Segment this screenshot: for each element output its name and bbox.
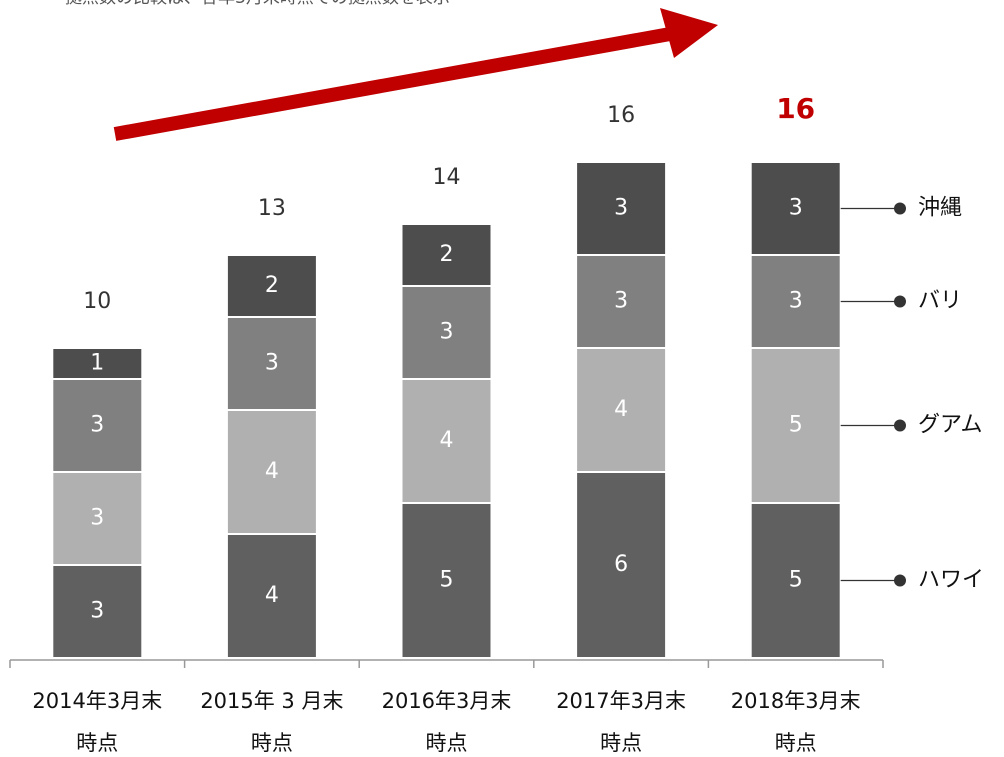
segment-label: 6 (614, 552, 628, 577)
segment-label: 3 (614, 289, 628, 314)
x-tick-label: 2015年 3 月末 (200, 689, 343, 713)
segment-label: 1 (90, 351, 104, 376)
segment-label: 3 (90, 599, 104, 624)
legend-dot (894, 295, 906, 308)
bar-segment (400, 378, 493, 504)
bar-segment (749, 254, 842, 349)
bar-segment (575, 161, 668, 256)
bar-segment (225, 409, 318, 535)
x-tick-label: 時点 (600, 731, 642, 755)
bar-segment (400, 223, 493, 287)
segment-label: 3 (90, 506, 104, 531)
segment-label: 3 (265, 351, 279, 376)
bar-segment (749, 502, 842, 659)
x-tick-label: 2017年3月末 (556, 689, 686, 713)
bar-segment (400, 502, 493, 659)
segment-label: 4 (614, 397, 628, 422)
total-label: 14 (433, 165, 461, 190)
x-tick-label: 2016年3月末 (382, 689, 512, 713)
segment-label: 4 (440, 428, 454, 453)
segment-label: 2 (265, 273, 279, 298)
total-label: 16 (776, 92, 815, 125)
bar-segment (749, 347, 842, 504)
legend-dot (894, 202, 906, 215)
legend-dot (894, 574, 906, 587)
x-tick-label: 時点 (76, 731, 118, 755)
total-label: 13 (258, 196, 286, 221)
segment-label: 4 (265, 583, 279, 608)
legend-label: 沖縄 (918, 196, 962, 221)
segment-label: 3 (90, 413, 104, 438)
total-label: 16 (607, 103, 635, 128)
bar-segment (51, 471, 144, 566)
segment-label: 3 (789, 289, 803, 314)
bar-segment (575, 347, 668, 473)
note: 拠点数の比較は、各年3月末時点での拠点数を表示 (65, 0, 450, 8)
segment-label: 3 (440, 320, 454, 345)
total-label: 10 (83, 289, 111, 314)
segment-label: 4 (265, 459, 279, 484)
x-tick-label: 2018年3月末 (731, 689, 861, 713)
segment-label: 2 (440, 242, 454, 267)
bar-segment (575, 254, 668, 349)
trend-arrow (113, 8, 718, 141)
x-tick-label: 時点 (426, 731, 468, 755)
legend-label: ハワイ (918, 568, 984, 593)
bar-segment (225, 254, 318, 318)
bar-segment (51, 347, 144, 380)
x-tick-label: 2014年3月末 (32, 689, 162, 713)
x-tick-label: 時点 (251, 731, 293, 755)
segment-label: 5 (440, 568, 454, 593)
legend-dot (894, 419, 906, 432)
x-tick-label: 時点 (775, 731, 817, 755)
legend-label: バリ (918, 289, 962, 314)
legend-label: グアム (918, 413, 982, 438)
segment-label: 5 (789, 568, 803, 593)
segment-label: 3 (614, 196, 628, 221)
segment-label: 5 (789, 413, 803, 438)
segment-label: 3 (789, 196, 803, 221)
